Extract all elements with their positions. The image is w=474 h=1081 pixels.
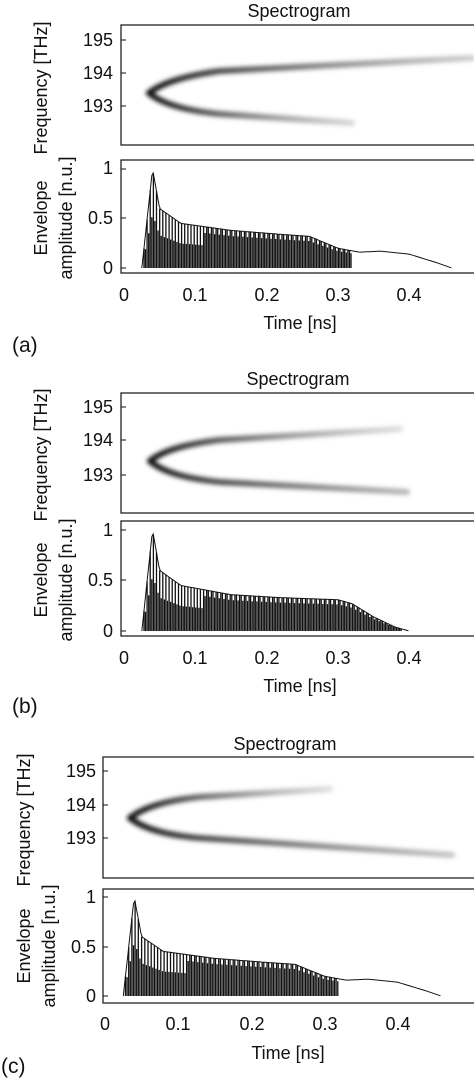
x-axis-label: Time [ns] bbox=[263, 313, 336, 333]
y-tick-label: 0.5 bbox=[88, 208, 113, 228]
x-axis-label: Time [ns] bbox=[263, 676, 336, 696]
x-tick-label: 0.1 bbox=[182, 648, 207, 668]
envelope-y-axis-label-line1: Envelope bbox=[14, 908, 34, 983]
envelope-trace bbox=[141, 532, 409, 632]
x-tick-label: 0.4 bbox=[396, 648, 421, 668]
x-tick-label: 0.2 bbox=[254, 648, 279, 668]
envelope-plot: 1 0.5 0 bbox=[88, 158, 474, 278]
x-tick-label: 0.3 bbox=[325, 285, 350, 305]
envelope-oscillation bbox=[124, 901, 339, 996]
spectrogram-ridge-upper bbox=[127, 786, 333, 821]
x-tick-label: 0.1 bbox=[182, 285, 207, 305]
spectrogram-frame bbox=[120, 24, 474, 146]
spectrogram-ridge-upper bbox=[146, 55, 474, 96]
y-tick-label: 195 bbox=[66, 761, 96, 781]
spectrogram-frame bbox=[102, 756, 474, 879]
envelope-plot: 1 0.5 0 bbox=[71, 887, 474, 1006]
spectrogram-ridge-lower bbox=[147, 458, 410, 495]
x-tick-label: 0 bbox=[119, 285, 129, 305]
y-tick-label: 193 bbox=[83, 465, 113, 485]
spectrogram-title: Spectrogram bbox=[233, 734, 336, 754]
y-tick-label: 194 bbox=[66, 795, 96, 815]
envelope-y-axis-label-line2: amplitude [n.u.] bbox=[56, 156, 76, 279]
panel-label: (b) bbox=[12, 695, 38, 718]
x-tick-labels: 0 0.1 0.2 0.3 0.4 bbox=[100, 1014, 411, 1034]
x-tick-label: 0.4 bbox=[396, 285, 421, 305]
envelope-oscillation bbox=[143, 173, 352, 268]
envelope-plot: 1 0.5 0 bbox=[88, 520, 474, 641]
y-tick-label: 194 bbox=[83, 430, 113, 450]
x-axis-label: Time [ns] bbox=[251, 1043, 324, 1063]
y-tick-label: 193 bbox=[66, 828, 96, 848]
spectrogram-frame bbox=[120, 392, 474, 514]
panel-b: Spectrogram 195 194 193 Frequency [THz] … bbox=[12, 369, 474, 718]
spectrogram-title: Spectrogram bbox=[247, 1, 350, 21]
x-tick-label: 0.3 bbox=[312, 1014, 337, 1034]
envelope-trace bbox=[122, 899, 441, 997]
panel-c: Spectrogram 195 194 193 Frequency [THz] … bbox=[1, 734, 474, 1078]
spectrogram-y-axis-label: Frequency [THz] bbox=[31, 21, 51, 154]
y-tick-label: 193 bbox=[83, 96, 113, 116]
envelope-oscillation bbox=[143, 534, 402, 631]
spectrogram-ridge-lower bbox=[146, 90, 355, 126]
envelope-y-axis-label-line2: amplitude [n.u.] bbox=[56, 518, 76, 641]
spectrogram-ridge-lower bbox=[127, 815, 455, 858]
spectrogram-plot: 195 194 193 bbox=[83, 392, 474, 514]
spectrogram-title: Spectrogram bbox=[246, 369, 349, 389]
x-tick-label: 0.2 bbox=[239, 1014, 264, 1034]
y-tick-label: 1 bbox=[103, 520, 113, 540]
x-tick-labels: 0 0.1 0.2 0.3 0.4 bbox=[119, 648, 422, 668]
panel-label: (a) bbox=[12, 334, 38, 357]
spectrogram-plot: 195 194 193 bbox=[66, 756, 474, 879]
panel-label: (c) bbox=[1, 1055, 26, 1078]
x-tick-labels: 0 0.1 0.2 0.3 0.4 bbox=[119, 285, 422, 305]
spectrogram-y-axis-label: Frequency [THz] bbox=[14, 753, 34, 886]
y-tick-label: 0.5 bbox=[71, 937, 96, 957]
y-tick-label: 195 bbox=[83, 397, 113, 417]
x-tick-label: 0 bbox=[100, 1014, 110, 1034]
x-tick-label: 0.3 bbox=[325, 648, 350, 668]
spectrogram-ridge-upper bbox=[147, 426, 403, 464]
x-tick-label: 0.1 bbox=[165, 1014, 190, 1034]
envelope-y-axis-label-line1: Envelope bbox=[31, 542, 51, 617]
envelope-y-axis-label-line1: Envelope bbox=[31, 180, 51, 255]
x-tick-label: 0.2 bbox=[254, 285, 279, 305]
x-tick-label: 0.4 bbox=[385, 1014, 410, 1034]
y-tick-label: 1 bbox=[86, 887, 96, 907]
y-tick-label: 1 bbox=[103, 158, 113, 178]
envelope-trace bbox=[141, 171, 452, 269]
panel-a: Spectrogram 195 194 193 Frequency [THz] … bbox=[12, 1, 474, 357]
envelope-y-axis-label-line2: amplitude [n.u.] bbox=[39, 884, 59, 1007]
spectrogram-plot: 195 194 193 bbox=[83, 24, 474, 146]
spectrogram-y-axis-label: Frequency [THz] bbox=[31, 388, 51, 521]
y-tick-label: 194 bbox=[83, 63, 113, 83]
y-tick-label: 0 bbox=[86, 986, 96, 1006]
y-tick-label: 0.5 bbox=[88, 570, 113, 590]
y-tick-label: 195 bbox=[83, 30, 113, 50]
y-tick-label: 0 bbox=[103, 621, 113, 641]
y-tick-label: 0 bbox=[103, 258, 113, 278]
x-tick-label: 0 bbox=[119, 648, 129, 668]
